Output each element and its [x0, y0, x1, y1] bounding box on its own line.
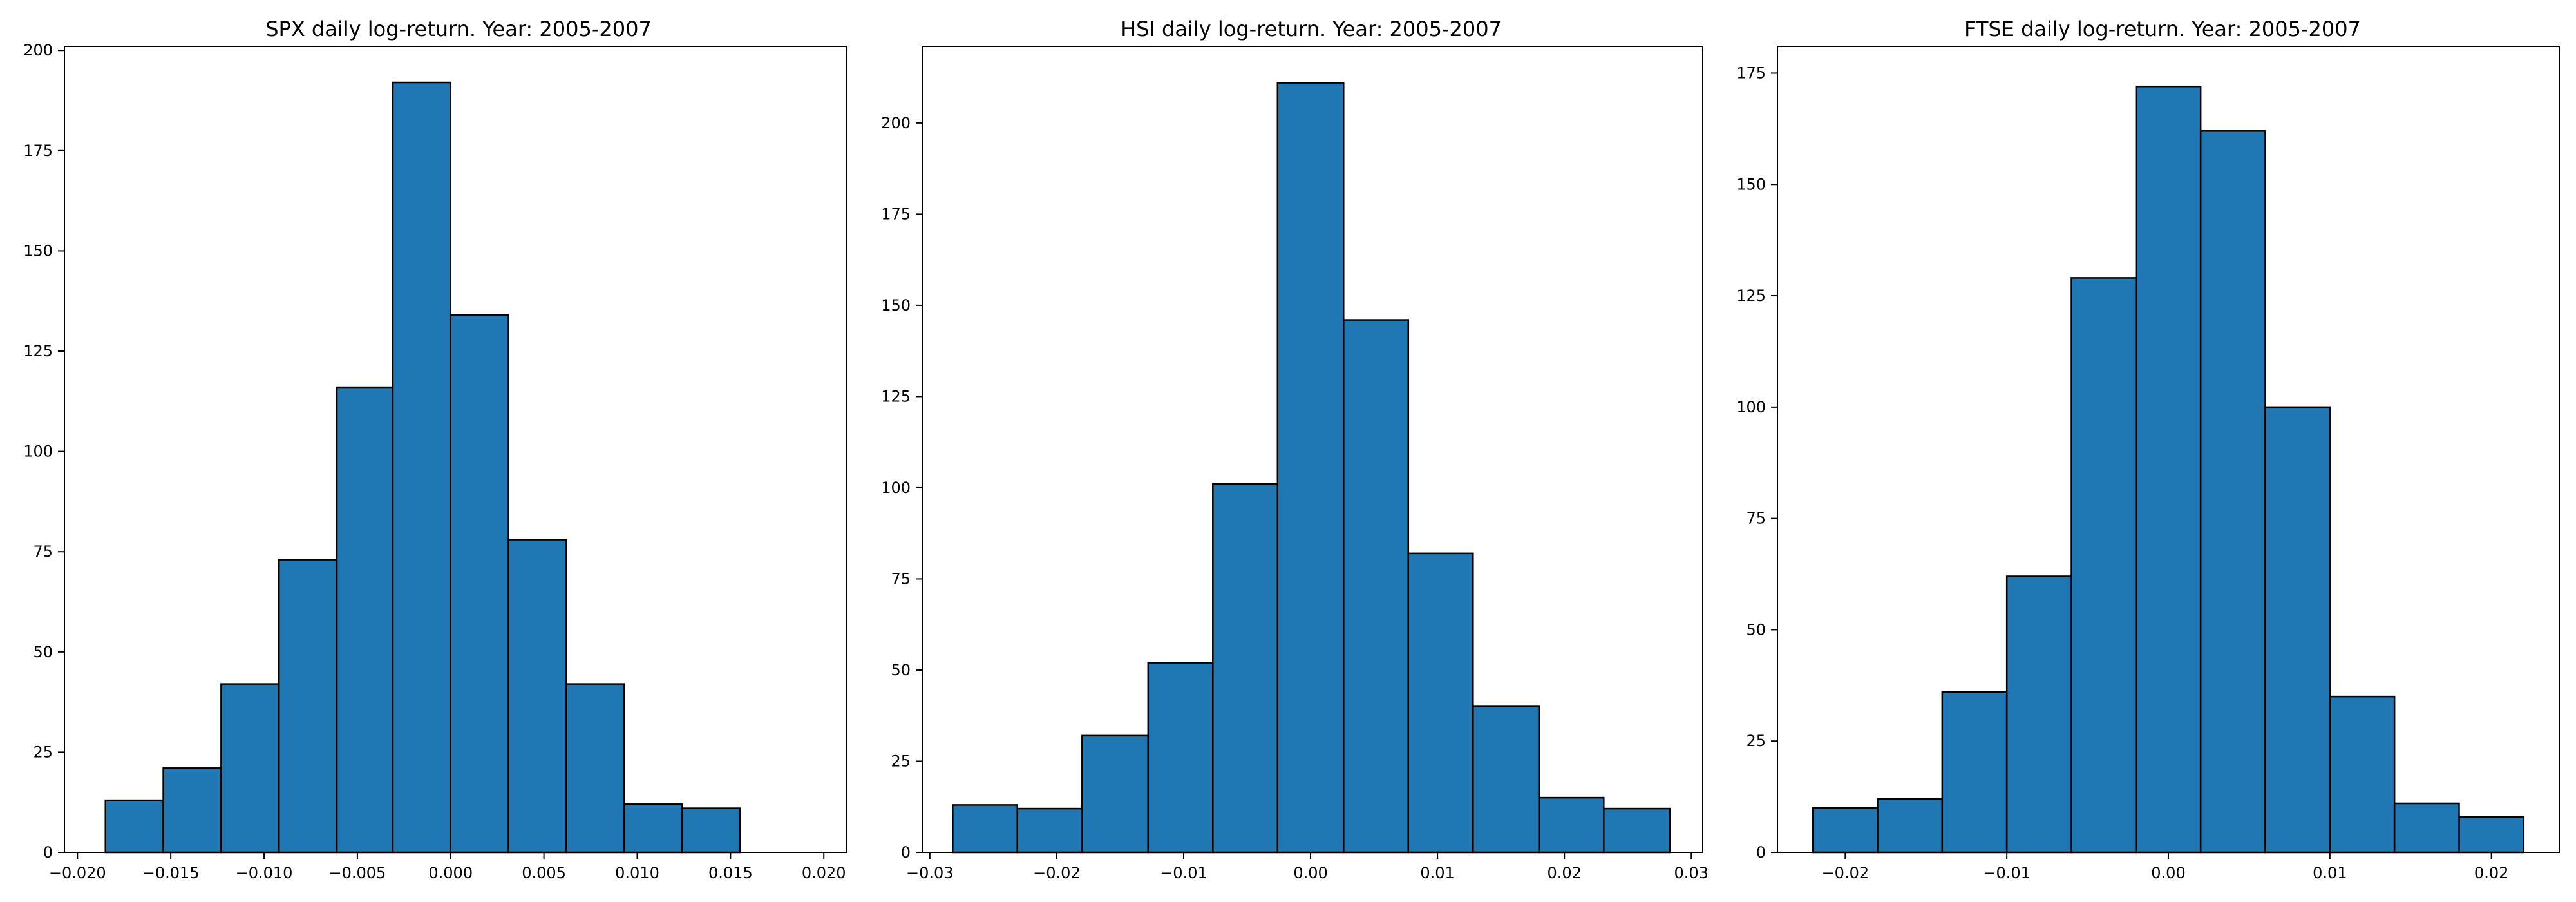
histogram-bar [162, 767, 222, 854]
y-tick-label: 175 [1736, 64, 1766, 82]
x-tick-label: −0.020 [49, 864, 106, 882]
histogram-bar [1407, 552, 1474, 854]
histogram-bar [2458, 816, 2525, 854]
histogram-bar [1603, 807, 1671, 854]
x-tick-label: −0.010 [236, 864, 293, 882]
x-tick-label: −0.01 [1983, 864, 2031, 882]
plot-frame [922, 46, 1703, 853]
y-tick-label: 0 [43, 843, 53, 861]
y-tick-label: 200 [881, 114, 911, 132]
x-tick-label: −0.02 [1822, 864, 1870, 882]
x-tick-label: 0.00 [1293, 864, 1327, 882]
y-tick-label: 75 [891, 570, 911, 588]
x-tick-label: −0.03 [906, 864, 954, 882]
y-tick-label: 175 [23, 142, 53, 160]
y-tick-label: 150 [23, 242, 53, 260]
histogram-bar [2070, 277, 2137, 854]
histogram-bar [278, 559, 338, 854]
y-tick-label: 75 [1746, 510, 1766, 528]
histogram-ftse: FTSE daily log-return. Year: 2005-2007 −… [1736, 17, 2560, 882]
histogram-bar [450, 314, 509, 854]
x-tick-label: 0.03 [1674, 864, 1709, 882]
histogram-bar [565, 683, 625, 854]
y-tick-label: 100 [1736, 398, 1766, 416]
y-tick-label: 150 [881, 296, 911, 314]
y-tick-label: 125 [881, 387, 911, 405]
y-tick-label: 200 [23, 41, 53, 59]
x-tick-label: −0.005 [328, 864, 386, 882]
histogram-bar [104, 799, 164, 854]
x-tick-label: 0.02 [1547, 864, 1581, 882]
y-tick-label: 175 [881, 205, 911, 223]
x-tick-label: −0.01 [1160, 864, 1208, 882]
y-tick-label: 100 [23, 443, 53, 461]
x-tick-label: −0.02 [1033, 864, 1081, 882]
histogram-bar [1472, 705, 1540, 854]
histogram-bar [2135, 85, 2202, 854]
histogram-bar [1147, 662, 1214, 854]
histogram-spx: SPX daily log-return. Year: 2005-2007 −0… [23, 17, 847, 882]
x-tick-label: 0.000 [428, 864, 473, 882]
histogram-bar [1276, 82, 1345, 854]
histogram-bar [2329, 695, 2396, 854]
x-tick-label: 0.010 [615, 864, 659, 882]
y-tick-label: 50 [1746, 620, 1766, 638]
x-tick-label: 0.01 [2313, 864, 2347, 882]
x-tick-label: 0.01 [1420, 864, 1454, 882]
histogram-bar [681, 807, 741, 854]
chart-title: HSI daily log-return. Year: 2005-2007 [1121, 17, 1502, 41]
y-tick-label: 100 [881, 479, 911, 497]
y-tick-label: 50 [891, 661, 911, 679]
histogram-bar [336, 386, 394, 854]
histogram-bar [1212, 483, 1279, 854]
y-tick-label: 125 [1736, 287, 1766, 305]
y-tick-label: 50 [33, 643, 53, 661]
x-tick-label: 0.005 [522, 864, 566, 882]
histogram-bar [1538, 796, 1605, 854]
histogram-bar [2005, 575, 2072, 854]
histogram-bar [1941, 691, 2008, 854]
y-tick-label: 25 [891, 752, 911, 770]
histogram-bar [1877, 798, 1944, 854]
chart-title: SPX daily log-return. Year: 2005-2007 [265, 17, 652, 41]
histogram-bar [507, 539, 567, 854]
x-tick-label: 0.00 [2151, 864, 2185, 882]
histogram-bar [1016, 807, 1083, 854]
histogram-bar [623, 803, 683, 854]
histogram-bar [392, 81, 452, 854]
y-tick-label: 75 [33, 542, 53, 561]
x-tick-label: 0.020 [802, 864, 846, 882]
chart-title: FTSE daily log-return. Year: 2005-2007 [1964, 17, 2361, 41]
histogram-hsi: HSI daily log-return. Year: 2005-2007 −0… [881, 17, 1709, 882]
histogram-bar [952, 804, 1019, 854]
x-tick-label: −0.015 [142, 864, 200, 882]
histogram-bar [1343, 319, 1410, 854]
x-tick-label: 0.02 [2474, 864, 2508, 882]
y-tick-label: 0 [1756, 843, 1766, 861]
y-tick-label: 25 [1746, 732, 1766, 750]
histogram-bar [2199, 130, 2266, 854]
y-tick-label: 150 [1736, 175, 1766, 193]
plot-frame [64, 46, 847, 853]
y-tick-label: 0 [901, 843, 911, 861]
histogram-bar [1812, 807, 1879, 854]
x-tick-label: 0.015 [708, 864, 753, 882]
histogram-bar [220, 683, 280, 854]
y-tick-label: 125 [23, 342, 53, 360]
histogram-bar [1081, 734, 1150, 854]
histogram-bar [2264, 406, 2331, 854]
y-tick-label: 25 [33, 743, 53, 761]
histogram-bar [2393, 802, 2460, 854]
